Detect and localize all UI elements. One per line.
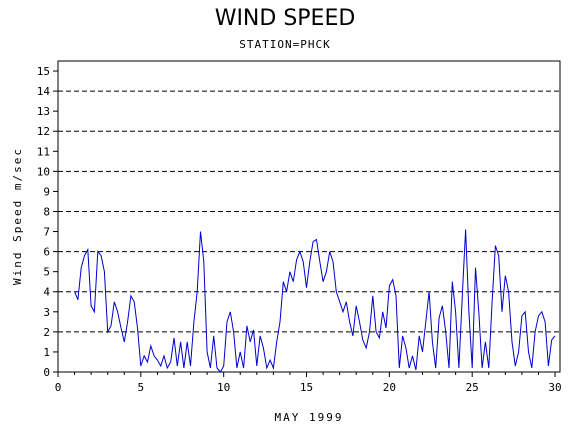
y-tick-label: 14: [37, 85, 51, 98]
y-tick-label: 0: [43, 366, 50, 379]
plot-frame: [57, 60, 561, 373]
gridlines: [58, 90, 560, 373]
y-tick-label: 7: [43, 226, 50, 239]
chart-subtitle: STATION=PHCK: [239, 38, 331, 51]
y-tick-label: 5: [43, 266, 50, 279]
y-tick-label: 13: [37, 105, 50, 118]
y-tick-label: 6: [43, 246, 50, 259]
y-tick-label: 9: [43, 185, 50, 198]
y-tick-label: 10: [37, 165, 50, 178]
wind-speed-line: [74, 229, 556, 373]
x-tick-label: 15: [300, 381, 313, 394]
y-tick-label: 15: [37, 65, 50, 78]
x-tick-label: 5: [138, 381, 145, 394]
x-tick-label: 10: [217, 381, 230, 394]
x-axis: 0 5 10 15 20 25 30: [55, 372, 562, 394]
y-tick-label: 8: [43, 205, 50, 218]
x-tick-label: 20: [383, 381, 396, 394]
x-tick-label: 25: [466, 381, 479, 394]
y-tick-label: 1: [43, 346, 50, 359]
y-tick-label: 3: [43, 306, 50, 319]
y-tick-label: 4: [43, 286, 50, 299]
x-tick-label: 30: [548, 381, 561, 394]
y-axis-title: Wind Speed m/sec: [11, 147, 24, 285]
chart-title: WIND SPEED: [214, 6, 356, 31]
x-axis-title: MAY 1999: [275, 411, 344, 424]
x-tick-label: 0: [55, 381, 62, 394]
y-tick-label: 11: [37, 145, 50, 158]
y-tick-label: 12: [37, 125, 50, 138]
y-tick-label: 2: [43, 326, 50, 339]
